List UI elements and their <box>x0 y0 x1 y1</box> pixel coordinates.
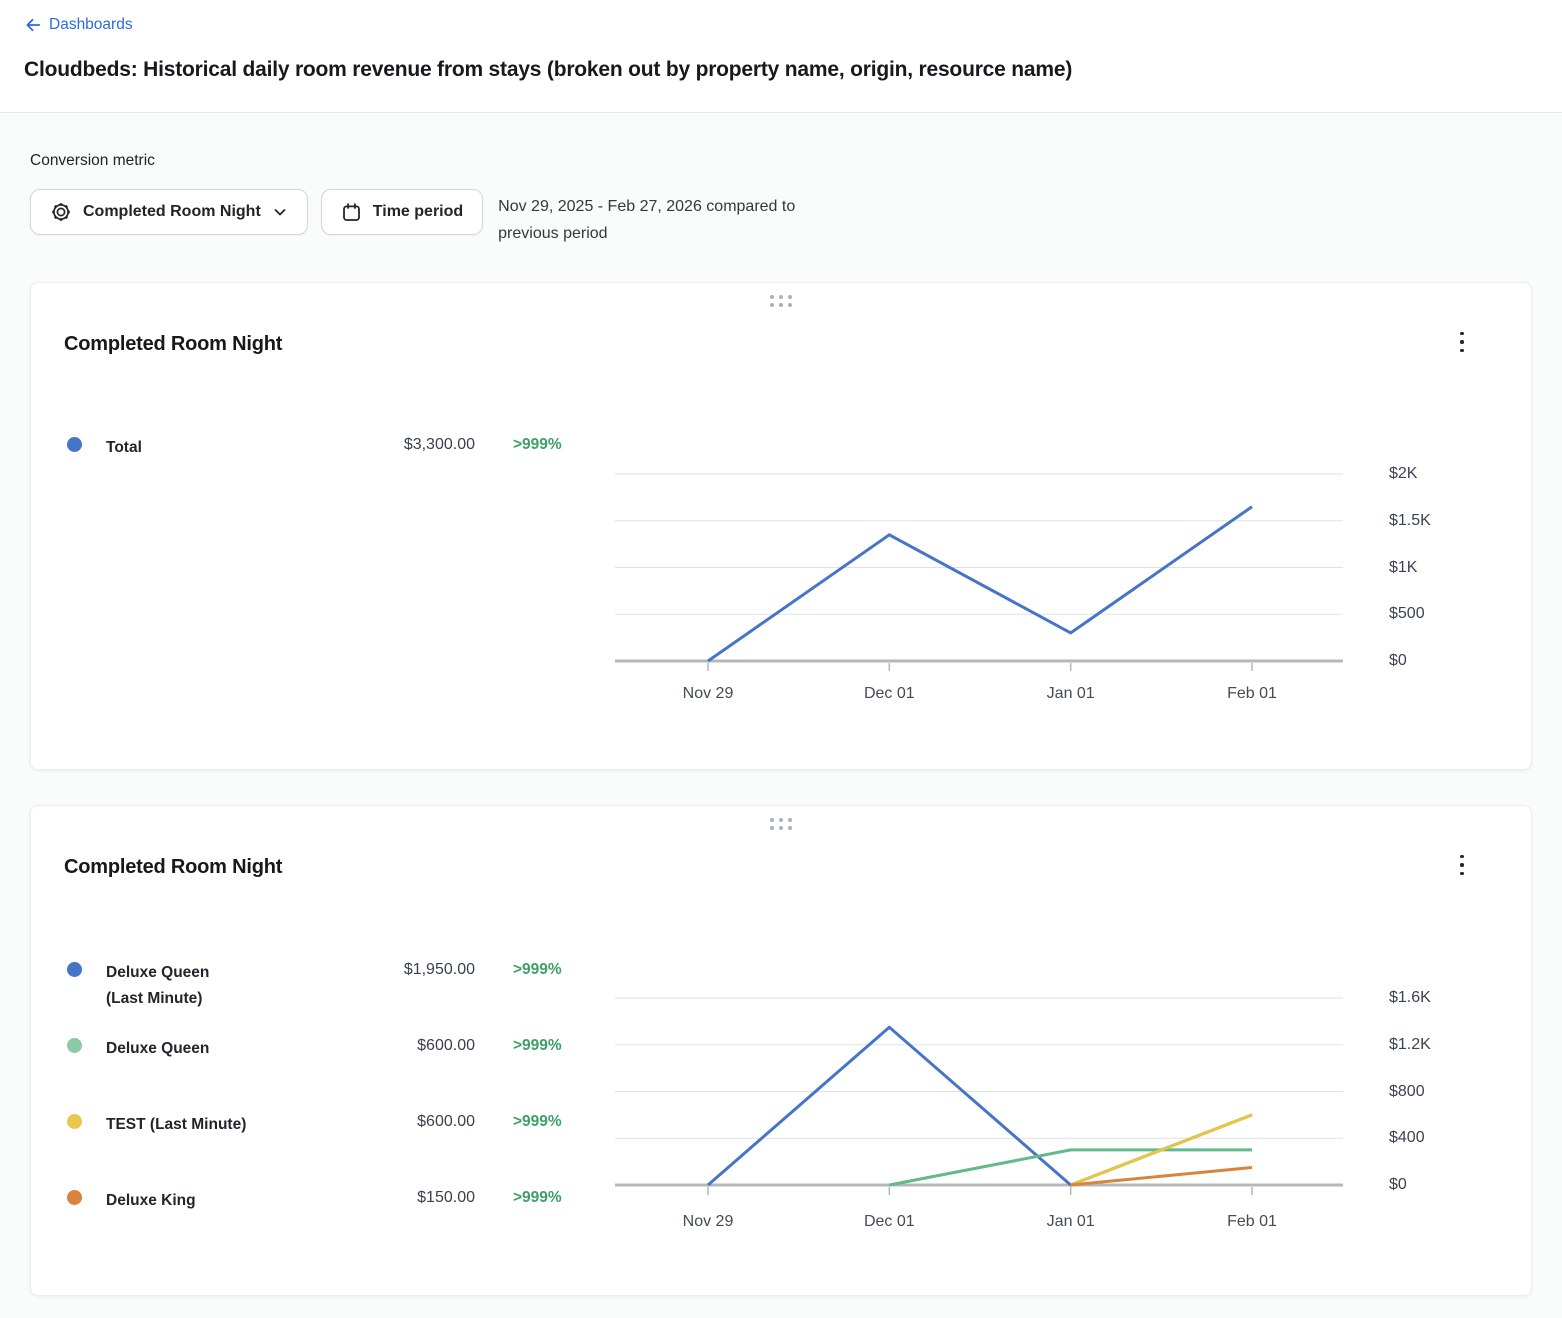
legend-label: TEST (Last Minute) <box>106 1116 247 1133</box>
legend-change-badge: >999% <box>513 1037 562 1054</box>
time-period-label: Time period <box>372 203 464 220</box>
legend-change-badge: >999% <box>513 1113 562 1130</box>
legend-label: Total <box>106 439 142 456</box>
x-axis-label: Nov 29 <box>682 1213 734 1230</box>
date-range-line2: previous period <box>498 225 608 242</box>
legend-change-badge: >999% <box>513 436 562 453</box>
calendar-icon <box>342 202 360 221</box>
revenue-line-chart[interactable] <box>615 443 1343 681</box>
x-axis-label: Jan 01 <box>1046 1213 1095 1230</box>
conversion-metric-value: Completed Room Night <box>83 203 261 220</box>
back-to-dashboards-link[interactable]: Dashboards <box>24 16 133 34</box>
card-title: Completed Room Night <box>64 333 283 355</box>
revenue-line-chart[interactable] <box>615 986 1343 1206</box>
arrow-left-icon <box>26 18 41 32</box>
legend-dot <box>67 1114 82 1129</box>
y-axis-label: $1.5K <box>1389 511 1431 529</box>
page-title: Cloudbeds: Historical daily room revenue… <box>24 58 1073 81</box>
x-axis-label: Dec 01 <box>863 685 915 702</box>
chevron-down-icon <box>274 209 286 216</box>
y-axis-label: $2K <box>1389 465 1418 482</box>
x-axis-label: Feb 01 <box>1227 685 1277 702</box>
card-title: Completed Room Night <box>64 856 283 878</box>
legend-value: $150.00 <box>417 1189 475 1206</box>
legend-value: $600.00 <box>417 1037 475 1054</box>
legend-row[interactable]: TEST (Last Minute) $600.00 >999% <box>67 1112 667 1170</box>
legend-change-badge: >999% <box>513 1189 562 1206</box>
legend-value: $600.00 <box>417 1113 475 1130</box>
y-axis-label: $800 <box>1389 1082 1425 1100</box>
series-line[interactable] <box>707 505 1253 663</box>
legend-dot <box>67 1038 82 1053</box>
legend-label: Deluxe Queen (Last Minute) <box>106 964 210 1007</box>
conversion-metric-dropdown[interactable]: Completed Room Night <box>30 189 308 235</box>
chart-card-total: Completed Room Night Total $3,300.00 >999%… <box>30 282 1532 770</box>
card-menu-kebab-icon[interactable] <box>1449 327 1475 357</box>
legend-dot <box>67 1190 82 1205</box>
page-header: Dashboards Cloudbeds: Historical daily r… <box>0 0 1562 113</box>
y-axis-label: $0 <box>1389 652 1407 669</box>
y-axis-label: $1K <box>1389 558 1418 576</box>
x-axis-label: Feb 01 <box>1227 1213 1277 1230</box>
x-axis-label: Dec 01 <box>863 1213 915 1230</box>
y-axis-label: $1.6K <box>1389 989 1431 1006</box>
series-line[interactable] <box>1070 1113 1253 1187</box>
chart-card-breakdown: Completed Room Night Deluxe Queen (Last M… <box>30 805 1532 1296</box>
legend-value: $3,300.00 <box>403 436 475 453</box>
legend-label: Deluxe King <box>106 1192 196 1209</box>
back-link-label: Dashboards <box>49 16 133 33</box>
time-period-button[interactable]: Time period <box>320 189 484 235</box>
legend-change-badge: >999% <box>513 961 562 978</box>
drag-handle[interactable] <box>767 815 795 833</box>
date-range-line1: Nov 29, 2025 - Feb 27, 2026 compared to <box>498 198 796 215</box>
dashboard-content: Conversion metric Completed Room Night <box>0 114 1562 1318</box>
y-axis-label: $500 <box>1389 605 1425 623</box>
legend-dot <box>67 437 82 452</box>
x-axis-label: Nov 29 <box>682 685 734 702</box>
x-axis-label: Jan 01 <box>1046 685 1095 702</box>
legend-row[interactable]: Deluxe Queen (Last Minute) $1,950.00 >999% <box>67 960 667 1018</box>
card-menu-kebab-icon[interactable] <box>1449 850 1475 880</box>
series-line[interactable] <box>707 1025 1253 1187</box>
legend-row[interactable]: Deluxe King $150.00 >999% <box>67 1188 667 1246</box>
legend-label: Deluxe Queen <box>106 1040 210 1057</box>
legend-value: $1,950.00 <box>403 961 475 978</box>
gear-icon <box>52 203 70 221</box>
y-axis-label: $1.2K <box>1389 1035 1431 1053</box>
y-axis-label: $400 <box>1389 1129 1425 1147</box>
date-range-text: Nov 29, 2025 - Feb 27, 2026 compared to … <box>498 189 795 247</box>
series-line[interactable] <box>889 1148 1252 1187</box>
drag-handle[interactable] <box>767 292 795 310</box>
legend-dot <box>67 962 82 977</box>
y-axis-label: $0 <box>1389 1176 1407 1193</box>
legend-row[interactable]: Deluxe Queen $600.00 >999% <box>67 1036 667 1094</box>
series-line[interactable] <box>1070 1166 1253 1187</box>
legend-row[interactable]: Total $3,300.00 >999% <box>67 435 667 493</box>
conversion-metric-label: Conversion metric <box>30 152 155 169</box>
controls-row: Completed Room Night Time period Nov 29,… <box>30 189 795 247</box>
